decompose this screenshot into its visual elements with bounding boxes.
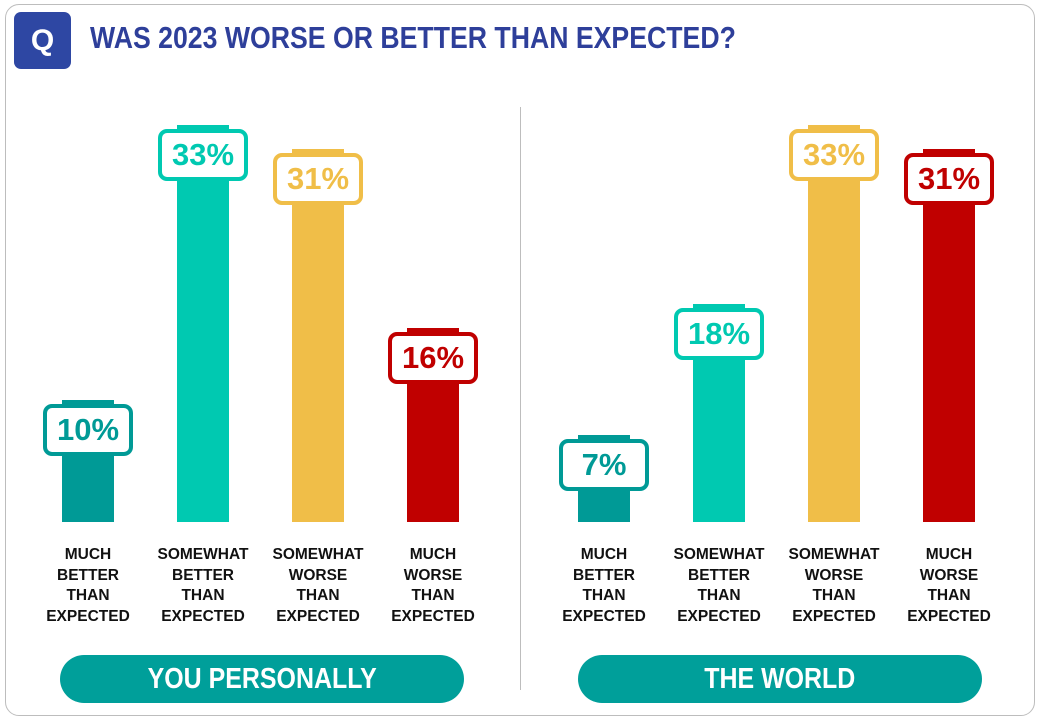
label-box-tab [292,148,344,153]
data-label: 10% [43,403,133,456]
category-label: MUCH WORSE THAN EXPECTED [907,546,991,625]
data-label: 7% [559,439,649,492]
category-label: MUCH BETTER THAN EXPECTED [562,546,646,625]
category-label: SOMEWHAT WORSE THAN EXPECTED [788,546,880,625]
panel-label-text: THE WORLD [704,662,856,695]
page-title: WAS 2023 WORSE OR BETTER THAN EXPECTED? [90,20,736,55]
panel-label-you-personally: YOU PERSONALLY [60,655,464,703]
category-label: SOMEWHAT BETTER THAN EXPECTED [673,546,765,625]
divider [520,107,521,690]
panel-label-text: YOU PERSONALLY [147,662,377,695]
data-label: 31% [904,152,994,205]
bar [923,151,975,522]
label-box-tab [62,399,114,404]
data-label: 18% [674,308,764,361]
data-label: 16% [388,331,478,384]
bar [292,151,344,522]
data-label: 33% [158,129,248,181]
question-badge: Q [14,12,71,69]
label-box-tab [177,125,229,129]
bar [808,128,860,522]
category-label: SOMEWHAT WORSE THAN EXPECTED [272,546,364,625]
category-label: MUCH WORSE THAN EXPECTED [391,546,475,625]
label-box-tab [578,435,630,440]
bar [177,128,229,522]
label-box-tab [407,327,459,332]
category-label: SOMEWHAT BETTER THAN EXPECTED [157,546,249,625]
label-box-tab [923,148,975,153]
label-box-tab [808,125,860,129]
category-label: MUCH BETTER THAN EXPECTED [46,546,130,625]
data-label: 31% [273,152,363,205]
card-frame [5,4,1035,716]
data-label: 33% [789,129,879,181]
panel-label-the-world: THE WORLD [578,655,982,703]
label-box-tab [693,304,745,309]
